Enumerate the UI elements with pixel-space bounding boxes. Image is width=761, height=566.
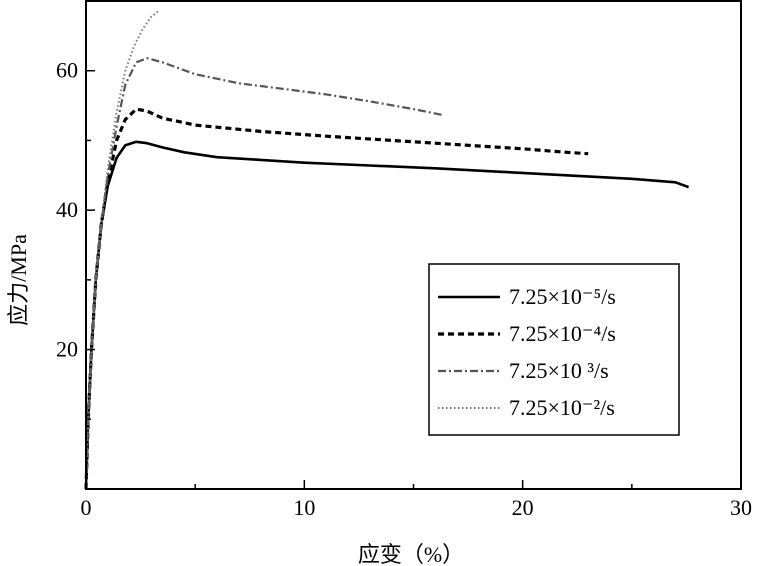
- ticks: 0 10 20 30 20 40 60: [56, 58, 752, 520]
- legend-label-4: 7.25×10⁻²/s: [509, 395, 615, 420]
- legend-label-1: 7.25×10⁻⁵/s: [509, 284, 616, 309]
- legend: 7.25×10⁻⁵/s 7.25×10⁻⁴/s 7.25×10 ³/s 7.25×10…: [428, 263, 680, 436]
- y-axis-title: 应力/MPa: [6, 234, 31, 326]
- x-axis-title: 应变（%）: [358, 542, 464, 566]
- legend-box: [428, 263, 680, 436]
- series-line-4: [85, 10, 159, 490]
- series-line-3: [84, 57, 445, 490]
- legend-label-2: 7.25×10⁻⁴/s: [509, 321, 616, 346]
- legend-label-3: 7.25×10 ³/s: [509, 358, 609, 383]
- plot-lines: [84, 10, 690, 490]
- x-tick-label: 0: [81, 495, 92, 520]
- y-tick-label: 40: [56, 197, 78, 222]
- x-tick-label: 30: [730, 495, 752, 520]
- x-tick-label: 10: [293, 495, 315, 520]
- y-tick-label: 20: [56, 337, 78, 362]
- y-tick-label: 60: [56, 58, 78, 83]
- series-line-2: [84, 107, 589, 490]
- x-tick-label: 20: [512, 495, 534, 520]
